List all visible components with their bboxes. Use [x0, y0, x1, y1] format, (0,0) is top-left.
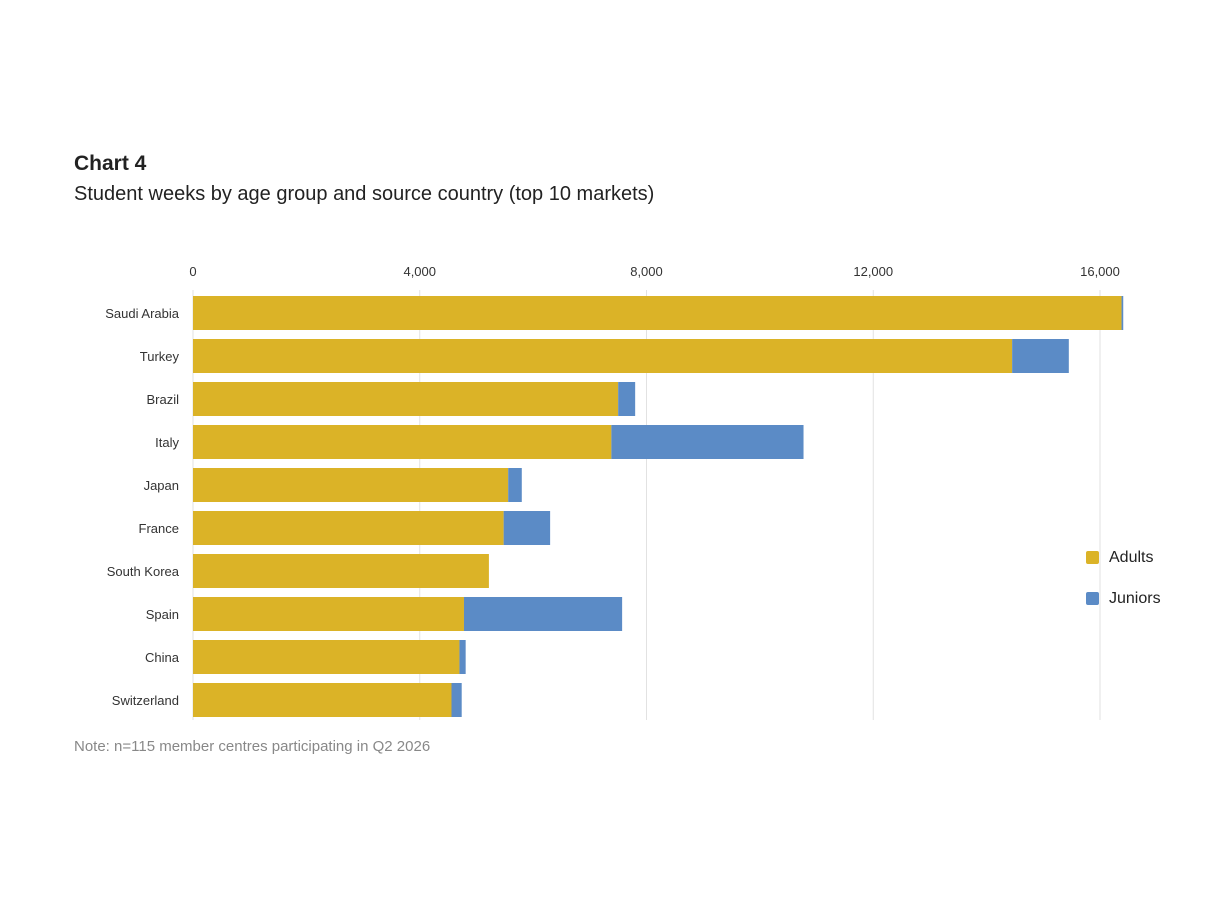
chart-subtitle: Student weeks by age group and source co…	[74, 183, 655, 205]
bar-adults	[193, 382, 619, 416]
category-label: France	[139, 521, 179, 536]
bar-juniors	[1012, 339, 1069, 373]
legend-label: Adults	[1109, 549, 1153, 566]
bar-adults	[193, 339, 1013, 373]
x-tick-label: 0	[189, 264, 196, 279]
category-labels: Saudi Arabia Turkey Brazil Italy Japan France…	[105, 306, 180, 708]
bar-juniors	[503, 511, 551, 545]
bar-juniors	[618, 382, 636, 416]
bar-juniors	[1121, 296, 1124, 330]
bar-juniors	[463, 597, 623, 631]
bars	[193, 296, 1124, 717]
category-label: Switzerland	[112, 693, 179, 708]
bar-juniors	[508, 468, 522, 502]
category-label: Brazil	[146, 392, 179, 407]
legend-swatch-juniors	[1086, 592, 1099, 605]
bar-adults	[193, 554, 489, 588]
bar-juniors	[451, 683, 462, 717]
category-label: Italy	[155, 435, 179, 450]
chart-note: Note: n=115 member centres participating…	[74, 738, 431, 755]
legend-label: Juniors	[1109, 590, 1161, 607]
chart-title: Chart 4	[74, 152, 147, 175]
bar-adults	[193, 597, 464, 631]
category-label: Turkey	[140, 349, 180, 364]
bar-juniors	[459, 640, 466, 674]
bar-adults	[193, 468, 509, 502]
legend: Adults Juniors	[1086, 549, 1161, 607]
x-tick-label: 12,000	[853, 264, 893, 279]
category-label: South Korea	[107, 564, 180, 579]
category-label: China	[145, 650, 180, 665]
x-tick-label: 16,000	[1080, 264, 1120, 279]
x-tick-label: 4,000	[403, 264, 436, 279]
category-label: Saudi Arabia	[105, 306, 179, 321]
x-tick-label: 8,000	[630, 264, 663, 279]
x-axis-ticks: 0 4,000 8,000 12,000 16,000	[189, 264, 1120, 279]
bar-adults	[193, 296, 1122, 330]
bar-adults	[193, 683, 452, 717]
category-label: Spain	[146, 607, 179, 622]
bar-adults	[193, 640, 460, 674]
bar-adults	[193, 425, 612, 459]
bar-juniors	[611, 425, 804, 459]
category-label: Japan	[144, 478, 179, 493]
legend-swatch-adults	[1086, 551, 1099, 564]
bar-adults	[193, 511, 504, 545]
